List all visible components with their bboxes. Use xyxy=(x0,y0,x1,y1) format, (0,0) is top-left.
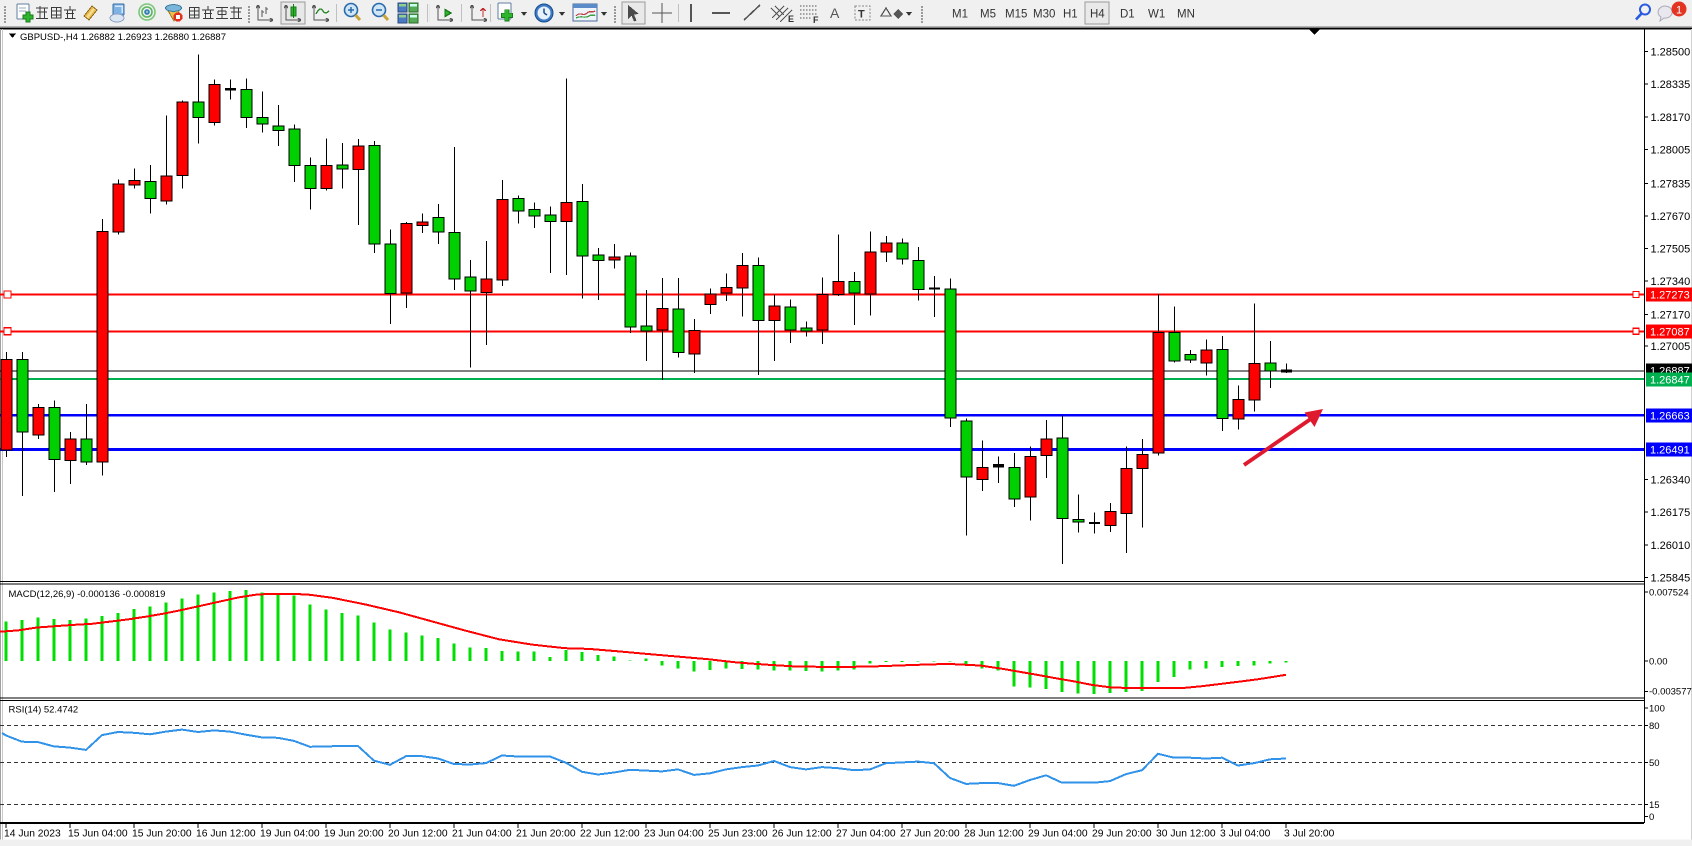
svg-text:M1: M1 xyxy=(952,9,968,21)
svg-text:3 Jul 04:00: 3 Jul 04:00 xyxy=(1220,829,1271,840)
svg-text:27 Jun 04:00: 27 Jun 04:00 xyxy=(836,829,896,840)
svg-text:T: T xyxy=(858,9,865,21)
svg-text:1.26010: 1.26010 xyxy=(1651,540,1691,552)
svg-text:1.26847: 1.26847 xyxy=(1650,374,1690,386)
svg-text:27 Jun 20:00: 27 Jun 20:00 xyxy=(900,829,960,840)
svg-text:1.27087: 1.27087 xyxy=(1650,326,1690,338)
svg-text:1.27505: 1.27505 xyxy=(1651,243,1691,255)
svg-text:0.00: 0.00 xyxy=(1649,656,1668,667)
svg-text:1: 1 xyxy=(1676,5,1682,17)
svg-text:1.26663: 1.26663 xyxy=(1650,410,1690,422)
svg-text:F: F xyxy=(813,15,819,25)
svg-text:RSI(14) 52.4742: RSI(14) 52.4742 xyxy=(9,705,79,716)
svg-text:1.26491: 1.26491 xyxy=(1650,445,1690,457)
svg-text:1.28005: 1.28005 xyxy=(1651,145,1691,157)
svg-text:50: 50 xyxy=(1649,758,1660,769)
svg-text:1.27340: 1.27340 xyxy=(1651,276,1691,288)
svg-text:1.25845: 1.25845 xyxy=(1651,573,1691,585)
svg-text:0: 0 xyxy=(1649,812,1654,823)
svg-text:MACD(12,26,9) -0.000136 -0.000: MACD(12,26,9) -0.000136 -0.000819 xyxy=(9,589,166,600)
svg-text:M15: M15 xyxy=(1005,9,1027,21)
svg-text:22 Jun 12:00: 22 Jun 12:00 xyxy=(580,829,640,840)
svg-text:20 Jun 12:00: 20 Jun 12:00 xyxy=(388,829,448,840)
svg-text:D1: D1 xyxy=(1120,9,1135,21)
svg-text:1.27005: 1.27005 xyxy=(1651,341,1691,353)
svg-text:30 Jun 12:00: 30 Jun 12:00 xyxy=(1156,829,1216,840)
svg-text:26 Jun 12:00: 26 Jun 12:00 xyxy=(772,829,832,840)
svg-text:16 Jun 12:00: 16 Jun 12:00 xyxy=(196,829,256,840)
svg-text:M5: M5 xyxy=(980,9,996,21)
svg-text:1.26340: 1.26340 xyxy=(1651,474,1691,486)
svg-text:H4: H4 xyxy=(1090,9,1105,21)
svg-text:1.27835: 1.27835 xyxy=(1651,178,1691,190)
svg-text:GBPUSD-,H4 1.26882 1.26923 1.: GBPUSD-,H4 1.26882 1.26923 1.26880 1.268… xyxy=(20,32,226,43)
svg-text:1.28170: 1.28170 xyxy=(1651,112,1691,124)
svg-text:H1: H1 xyxy=(1063,9,1078,21)
svg-text:15 Jun 04:00: 15 Jun 04:00 xyxy=(68,829,128,840)
svg-text:E: E xyxy=(788,14,794,24)
svg-text:25 Jun 23:00: 25 Jun 23:00 xyxy=(708,829,768,840)
svg-text:3 Jul 20:00: 3 Jul 20:00 xyxy=(1284,829,1335,840)
svg-text:21 Jun 20:00: 21 Jun 20:00 xyxy=(516,829,576,840)
svg-text:0.007524: 0.007524 xyxy=(1649,587,1689,598)
svg-text:23 Jun 04:00: 23 Jun 04:00 xyxy=(644,829,704,840)
svg-text:A: A xyxy=(830,5,840,21)
svg-text:100: 100 xyxy=(1649,704,1665,715)
svg-text:15: 15 xyxy=(1649,800,1660,811)
svg-text:29 Jun 04:00: 29 Jun 04:00 xyxy=(1028,829,1088,840)
svg-text:28 Jun 12:00: 28 Jun 12:00 xyxy=(964,829,1024,840)
svg-text:1.27170: 1.27170 xyxy=(1651,309,1691,321)
svg-text:W1: W1 xyxy=(1148,9,1165,21)
svg-text:21 Jun 04:00: 21 Jun 04:00 xyxy=(452,829,512,840)
svg-text:15 Jun 20:00: 15 Jun 20:00 xyxy=(132,829,192,840)
svg-text:1.27670: 1.27670 xyxy=(1651,211,1691,223)
svg-text:1.26175: 1.26175 xyxy=(1651,507,1691,519)
svg-text:80: 80 xyxy=(1649,721,1660,732)
svg-text:19 Jun 04:00: 19 Jun 04:00 xyxy=(260,829,320,840)
svg-text:19 Jun 20:00: 19 Jun 20:00 xyxy=(324,829,384,840)
svg-text:1.27273: 1.27273 xyxy=(1650,290,1690,302)
svg-text:14 Jun 2023: 14 Jun 2023 xyxy=(4,829,61,840)
svg-text:29 Jun 20:00: 29 Jun 20:00 xyxy=(1092,829,1152,840)
svg-text:-0.003577: -0.003577 xyxy=(1649,687,1692,698)
svg-text:1.28500: 1.28500 xyxy=(1651,46,1691,58)
svg-text:1.28335: 1.28335 xyxy=(1651,79,1691,91)
svg-text:M30: M30 xyxy=(1033,9,1055,21)
svg-text:MN: MN xyxy=(1177,9,1195,21)
